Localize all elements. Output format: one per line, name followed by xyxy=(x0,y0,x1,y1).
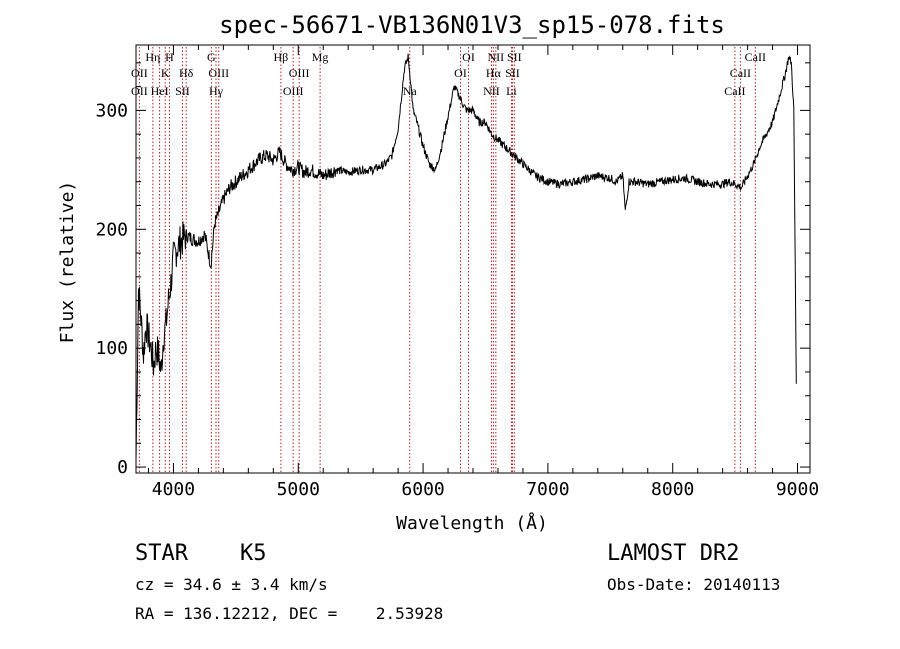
redshift-cz: cz = 34.6 ± 3.4 km/s xyxy=(135,575,328,594)
survey-name: LAMOST DR2 xyxy=(607,541,740,566)
line-label: OI xyxy=(454,66,467,80)
x-tick-label: 6000 xyxy=(401,479,444,500)
line-label: SII xyxy=(507,50,522,64)
line-label: NII xyxy=(488,50,505,64)
x-tick-label: 7000 xyxy=(526,479,569,500)
line-label: K xyxy=(161,66,170,80)
x-tick-label: 4000 xyxy=(152,479,195,500)
line-label: OIII xyxy=(289,66,310,80)
line-label: CaII xyxy=(724,84,745,98)
axis-ticks: 4000 5000 6000 7000 8000 9000 0 100 200 300 xyxy=(95,45,819,500)
line-label: G xyxy=(207,50,216,64)
object-subclass: K5 xyxy=(240,541,267,566)
ra-dec: RA = 136.12212, DEC = 2.53928 xyxy=(135,604,444,623)
flux-line xyxy=(135,53,797,462)
line-label: Li xyxy=(506,84,517,98)
line-label: CaII xyxy=(730,66,751,80)
line-label: Hβ xyxy=(274,50,289,64)
line-label: Hη xyxy=(145,50,160,64)
line-label: OII xyxy=(131,84,148,98)
line-label: OIII xyxy=(208,66,229,80)
line-label: Na xyxy=(403,84,418,98)
y-tick-label: 100 xyxy=(95,338,128,359)
x-tick-label: 9000 xyxy=(776,479,819,500)
x-tick-label: 5000 xyxy=(277,479,320,500)
line-label: Hδ xyxy=(179,66,194,80)
chart-title: spec-56671-VB136N01V3_sp15-078.fits xyxy=(219,11,725,39)
line-label: H xyxy=(165,50,174,64)
x-axis-label: Wavelength (Å) xyxy=(396,512,548,534)
line-label: SII xyxy=(175,84,190,98)
line-label: Hγ xyxy=(209,84,224,98)
line-label: HeI xyxy=(151,84,169,98)
observation-date: Obs-Date: 20140113 xyxy=(607,575,781,594)
spectral-line-markers xyxy=(138,47,756,473)
line-label: OIII xyxy=(283,84,304,98)
object-class: STAR xyxy=(135,541,188,566)
line-label: NII xyxy=(483,84,500,98)
x-tick-label: 8000 xyxy=(651,479,694,500)
y-tick-label: 200 xyxy=(95,219,128,240)
y-tick-label: 0 xyxy=(117,457,128,478)
line-label: OII xyxy=(131,66,148,80)
line-label: SII xyxy=(505,66,520,80)
line-label: OI xyxy=(462,50,475,64)
y-axis-label: Flux (relative) xyxy=(57,181,78,344)
line-label: CaII xyxy=(745,50,766,64)
flux-series xyxy=(135,53,797,462)
spectral-line-labels: OIIOIIHηHeIKHSIIHδGHγOIIIHβOIIIOIIIMgNaO… xyxy=(131,50,766,98)
y-tick-label: 300 xyxy=(95,100,128,121)
line-label: Hα xyxy=(486,66,502,80)
line-label: Mg xyxy=(312,50,329,64)
